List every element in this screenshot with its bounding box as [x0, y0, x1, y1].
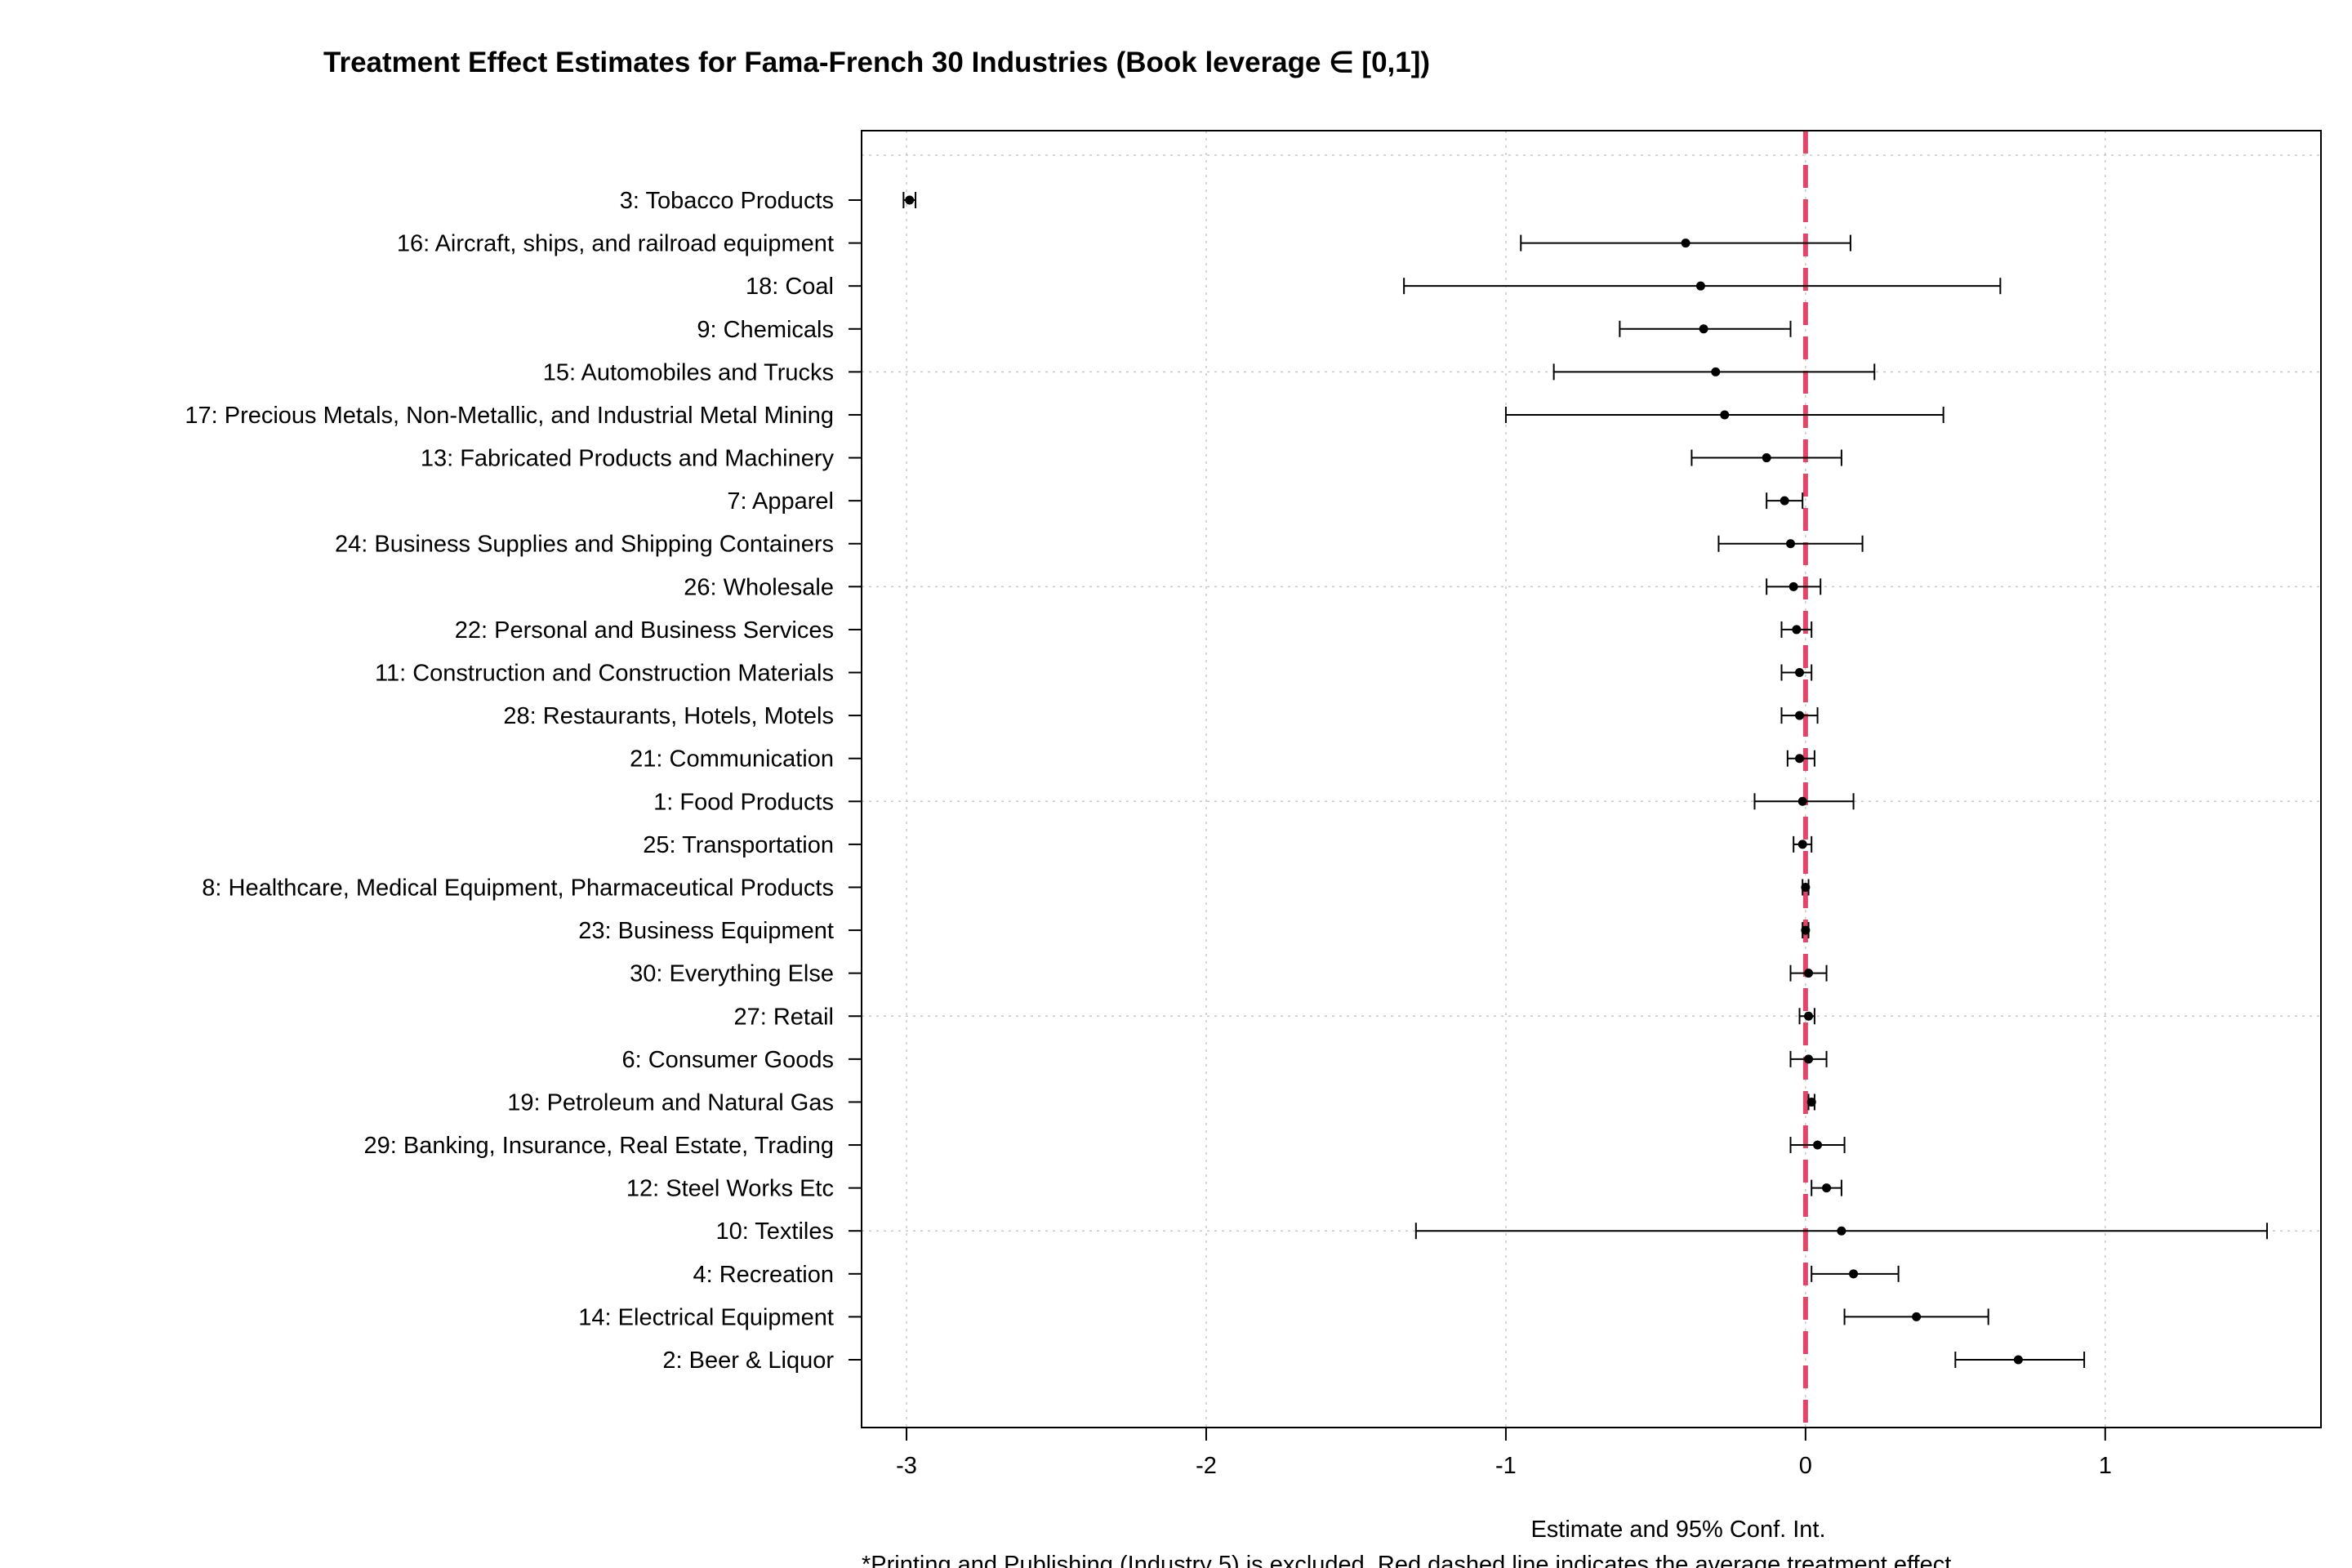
- estimate-point: [1804, 969, 1814, 978]
- estimate-point: [1801, 882, 1811, 892]
- estimate-point: [1912, 1312, 1922, 1321]
- y-tick-label: 13: Fabricated Products and Machinery: [421, 446, 835, 472]
- y-tick-label: 11: Construction and Construction Materi…: [375, 661, 834, 687]
- estimate-point: [905, 195, 915, 205]
- interval-layer: [902, 192, 2268, 1368]
- estimate-point: [1795, 668, 1805, 678]
- y-tick-label: 4: Recreation: [693, 1262, 835, 1288]
- estimate-point: [2013, 1355, 2023, 1365]
- estimate-point: [1780, 496, 1789, 506]
- y-tick-label: 28: Restaurants, Hotels, Motels: [503, 703, 834, 729]
- y-tick-label: 10: Textiles: [715, 1218, 834, 1245]
- estimate-point: [1788, 581, 1798, 591]
- chart-title: Treatment Effect Estimates for Fama-Fren…: [323, 47, 1430, 78]
- footnote: *Printing and Publishing (Industry 5) is…: [862, 1552, 1958, 1568]
- estimate-point: [1837, 1226, 1846, 1236]
- y-tick-label: 2: Beer & Liquor: [662, 1348, 834, 1374]
- estimate-point: [1720, 410, 1730, 420]
- estimate-point: [1806, 1097, 1816, 1107]
- estimate-point: [1804, 1054, 1814, 1064]
- estimate-point: [1797, 840, 1807, 849]
- x-axis: -3 -2 -1 0 1: [896, 1428, 2112, 1479]
- x-tick-label: -3: [896, 1453, 917, 1479]
- y-tick-label: 1: Food Products: [653, 789, 834, 815]
- y-tick-label: 7: Apparel: [727, 488, 834, 514]
- y-tick-label: 8: Healthcare, Medical Equipment, Pharma…: [202, 875, 834, 901]
- y-tick-label: 15: Automobiles and Trucks: [543, 359, 834, 385]
- estimate-point: [1786, 539, 1796, 549]
- estimate-point: [1795, 710, 1805, 720]
- y-tick-label: 17: Precious Metals, Non-Metallic, and I…: [185, 403, 834, 429]
- y-tick-label: 6: Consumer Goods: [621, 1047, 834, 1073]
- y-tick-label: 19: Petroleum and Natural Gas: [507, 1089, 834, 1116]
- estimate-point: [1681, 238, 1690, 248]
- y-tick-label: 25: Transportation: [643, 832, 834, 858]
- y-tick-label: 24: Business Supplies and Shipping Conta…: [335, 532, 834, 558]
- estimate-point: [1797, 796, 1807, 806]
- point-layer: [905, 195, 2023, 1365]
- x-tick-label: -2: [1196, 1453, 1217, 1479]
- y-tick-label: 27: Retail: [733, 1004, 834, 1030]
- estimate-point: [1801, 925, 1811, 935]
- y-tick-label: 23: Business Equipment: [578, 918, 834, 944]
- y-tick-label: 9: Chemicals: [697, 317, 834, 343]
- y-tick-label: 21: Communication: [630, 746, 834, 773]
- estimate-point: [1813, 1140, 1823, 1150]
- x-tick-label: -1: [1495, 1453, 1517, 1479]
- y-tick-label: 26: Wholesale: [684, 574, 834, 600]
- y-tick-label: 18: Coal: [746, 274, 834, 300]
- estimate-point: [1822, 1183, 1832, 1193]
- y-axis: 3: Tobacco Products 16: Aircraft, ships, …: [185, 188, 862, 1374]
- y-tick-label: 14: Electrical Equipment: [578, 1304, 834, 1330]
- y-tick-label: 29: Banking, Insurance, Real Estate, Tra…: [363, 1133, 834, 1159]
- x-axis-label: Estimate and 95% Conf. Int.: [1530, 1517, 1825, 1543]
- y-tick-label: 12: Steel Works Etc: [626, 1176, 834, 1202]
- estimate-point: [1699, 324, 1708, 334]
- x-tick-label: 1: [2099, 1453, 2112, 1479]
- y-tick-label: 22: Personal and Business Services: [455, 617, 834, 644]
- grid-layer: [862, 131, 2321, 1428]
- estimate-point: [1804, 1011, 1814, 1021]
- estimate-point: [1849, 1269, 1859, 1279]
- estimate-point: [1792, 625, 1802, 635]
- x-tick-label: 0: [1799, 1453, 1812, 1479]
- y-tick-label: 30: Everything Else: [630, 961, 834, 987]
- estimate-point: [1695, 281, 1705, 291]
- plot-frame: [861, 130, 2322, 1428]
- y-tick-label: 3: Tobacco Products: [620, 188, 834, 214]
- y-tick-label: 16: Aircraft, ships, and railroad equipm…: [397, 231, 834, 257]
- estimate-point: [1795, 754, 1805, 764]
- estimate-point: [1762, 453, 1771, 463]
- estimate-point: [1711, 367, 1721, 376]
